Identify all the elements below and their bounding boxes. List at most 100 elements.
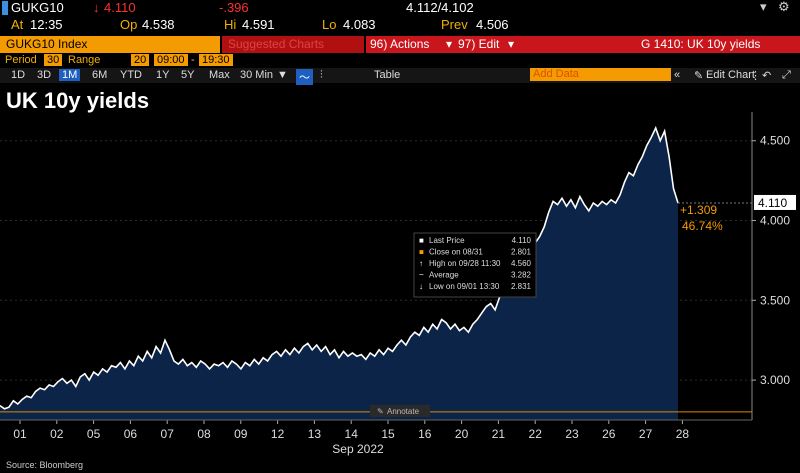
x-tick-label: 01 [13,427,27,441]
source-note: Source: Bloomberg [6,460,84,470]
timeframe-bar: 1D 3D 1M 6M YTD 1Y 5Y Max 30 Min ▼ 〜 ⫶ T… [0,68,800,85]
x-tick-label: 09 [234,427,248,441]
legend-row-label: Last Price [429,236,465,245]
x-tick-label: 26 [602,427,616,441]
timeframe-5y[interactable]: 5Y [181,69,195,81]
annotate-label: Annotate [387,407,420,416]
y-axis: 3.000 3.500 4.000 4.500 [752,134,790,387]
dropdown-icon[interactable]: ▾ [760,0,767,14]
x-tick-label: 14 [345,427,359,441]
legend-row-value: 2.801 [511,248,532,257]
open-value: 4.538 [142,17,175,32]
actions-dropdown-icon[interactable]: ▾ [446,37,453,51]
period-label: Period [5,54,37,66]
time-to-input[interactable]: 19:30 [199,54,233,66]
legend-row-value: 4.560 [511,259,532,268]
change-absolute: +1.309 [680,203,717,217]
suggested-charts-button[interactable]: Suggested Charts [222,36,364,53]
action-bar: 96) Actions ▾ 97) Edit ▾ G 1410: UK 10y … [366,36,800,53]
timeframe-6m[interactable]: 6M [92,69,108,81]
ticker-field[interactable]: GUKG10 Index [0,36,220,53]
x-tick-label: 13 [308,427,322,441]
actions-menu[interactable]: 96) Actions [370,37,430,51]
range-label: Range [68,54,101,66]
annotate-button[interactable]: ✎ Annotate [370,405,430,417]
timeframe-max[interactable]: Max [209,69,230,81]
command-bar: GUKG10 Index Suggested Charts 96) Action… [0,36,800,53]
x-tick-label: 20 [455,427,469,441]
x-tick-label: 27 [639,427,653,441]
change-percent: 46.74% [682,219,723,233]
x-tick-label: 28 [676,427,690,441]
last-price-tag [754,194,796,210]
interval-select[interactable]: 30 Min [240,69,274,81]
table-button[interactable]: Table [374,69,401,81]
legend-box: ■ Last Price 4.110 ■ Close on 08/31 2.801 ↑ Hig… [413,232,537,298]
interval-dropdown-icon[interactable]: ▼ [277,69,288,81]
x-tick-label: 21 [492,427,506,441]
net-change: -.396 [219,0,249,15]
period-input[interactable]: 30 [44,54,63,66]
symbol[interactable]: GUKG10 [11,0,64,15]
y-tick-label: 3.500 [760,293,790,307]
last-price: 4.110 [104,0,136,15]
last-price-tag-text: 4.110 [758,196,787,210]
timeframe-1m[interactable]: 1M [59,69,81,81]
edit-chart-button[interactable]: Edit Chart [706,69,755,81]
annotate-icon: ✎ [377,407,384,416]
edit-menu[interactable]: 97) Edit [458,37,500,51]
legend-row-icon: ↓ [419,282,423,291]
symbol-marker [2,1,8,15]
x-tick-label: 07 [161,427,175,441]
prev-value: 4.506 [476,17,509,32]
y-tick-label: 4.000 [760,214,790,228]
at-time: 12:35 [30,17,63,32]
suggested-label: Suggested Charts [228,37,325,51]
x-tick-label: 15 [381,427,395,441]
legend-row-label: Close on 08/31 [429,248,483,257]
x-tick-label: 23 [565,427,579,441]
open-label: Op [120,17,138,32]
time-separator: - [191,54,195,66]
quote-details: At 12:35 Op 4.538 Hi 4.591 Lo 4.083 Prev… [0,16,800,33]
line-chart-icon[interactable]: 〜 [296,69,313,85]
edit-chart-icon[interactable]: ✎ [694,70,704,82]
y-tick-label: 4.500 [760,134,790,148]
legend-row-label: Average [429,271,459,280]
low-label: Lo [322,17,337,32]
legend-row-icon: ↑ [419,259,423,268]
range-input[interactable]: 20 [131,54,150,66]
timeframe-3d[interactable]: 3D [37,69,52,81]
timeframe-1y[interactable]: 1Y [156,69,170,81]
x-tick-label: 02 [50,427,64,441]
chart-name: G 1410: UK 10y yields [641,37,761,51]
add-data-input[interactable]: Add Data [530,68,671,81]
legend-row-label: High on 09/28 11:30 [429,259,501,268]
x-axis-title: Sep 2022 [332,442,384,456]
at-label: At [11,17,24,32]
edit-dropdown-icon[interactable]: ▾ [508,37,515,51]
legend-row-value: 4.110 [512,236,532,245]
ticker-label: GUKG10 Index [6,37,88,51]
bid-ask: 4.112/4.102 [406,0,474,15]
x-tick-label: 08 [197,427,211,441]
bar-chart-icon[interactable]: ⫶ [320,69,323,81]
undo-icon[interactable]: ↶ [762,70,772,82]
more-options-icon[interactable]: ⋮ [750,70,761,82]
chart-title: UK 10y yields [6,88,150,113]
legend-row-icon: ■ [419,236,424,245]
timeframe-1d[interactable]: 1D [11,69,26,81]
yield-line [0,125,679,410]
collapse-icon[interactable]: « [674,69,681,81]
yield-chart: 3.000 3.500 4.000 4.500 01 02 05 06 07 08 09 12 13 1… [0,112,796,456]
legend-row-icon: ■ [419,248,424,257]
timeframe-ytd[interactable]: YTD [120,69,142,81]
time-from-input[interactable]: 09:00 [154,54,188,66]
legend-row-value: 3.282 [511,271,532,280]
legend-row-icon: ~ [419,271,424,280]
legend-row-label: Low on 09/01 13:30 [429,282,500,291]
expand-icon[interactable]: ⤢ [782,69,791,81]
settings-icon[interactable]: ⚙ [778,0,790,14]
x-tick-label: 06 [124,427,138,441]
yield-area [0,128,678,420]
